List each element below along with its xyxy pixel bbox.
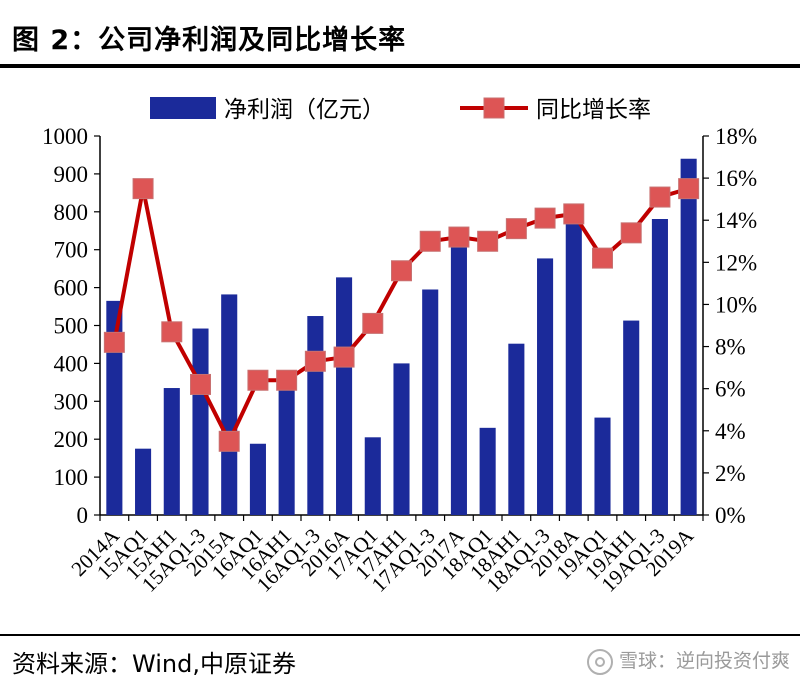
legend-bar-label: 净利润（亿元） — [224, 97, 385, 122]
bar — [364, 437, 381, 515]
bar — [221, 294, 238, 515]
growth-rate-marker — [477, 230, 499, 252]
bar — [565, 223, 582, 515]
growth-rate-marker — [419, 230, 441, 252]
growth-rate-marker — [132, 178, 154, 200]
bar — [680, 158, 697, 516]
left-tick-label: 700 — [54, 238, 89, 263]
snowball-logo-icon — [586, 648, 613, 675]
growth-rate-marker — [448, 226, 470, 248]
right-tick-label: 12% — [715, 250, 757, 275]
growth-rate-marker — [161, 321, 183, 343]
bar — [106, 300, 123, 515]
combo-chart: 0 100 200 300 400 500 600 700 800 900 1000 0% 2% 4% 6%… — [42, 97, 757, 597]
figure-title: 图 2：公司净利润及同比增长率 — [12, 25, 407, 56]
bar — [393, 363, 410, 515]
bar — [336, 277, 353, 515]
bar — [479, 427, 496, 515]
legend-bar-swatch — [150, 97, 216, 119]
growth-rate-marker — [620, 222, 642, 244]
watermark: 雪球：逆向投资付爽 — [586, 646, 790, 675]
growth-rate-marker — [391, 260, 412, 282]
left-tick-label: 1000 — [42, 124, 88, 149]
bar — [135, 448, 152, 515]
right-tick-label: 14% — [715, 208, 757, 233]
growth-rate-marker — [678, 178, 700, 200]
bar — [307, 316, 324, 515]
bar — [623, 320, 640, 515]
growth-rate-marker — [190, 373, 211, 395]
bottom-rule — [0, 634, 800, 636]
source-note: 资料来源：Wind,中原证券 — [12, 650, 296, 678]
bar — [192, 328, 209, 515]
growth-rate-marker — [304, 350, 326, 372]
growth-rate-marker — [103, 331, 125, 353]
right-tick-label: 10% — [715, 292, 757, 317]
growth-rate-marker — [247, 369, 269, 391]
growth-rate-marker — [534, 207, 556, 229]
bar — [249, 443, 266, 515]
growth-rate-marker — [592, 247, 613, 269]
right-tick-label: 6% — [715, 377, 746, 402]
growth-rate-marker — [218, 430, 240, 452]
left-tick-label: 100 — [54, 465, 89, 490]
legend-line-marker — [483, 97, 505, 119]
left-tick-label: 300 — [54, 389, 89, 414]
left-tick-label: 800 — [54, 200, 89, 225]
bar — [651, 219, 668, 515]
watermark-text: 雪球：逆向投资付爽 — [618, 650, 790, 672]
right-tick-label: 2% — [715, 461, 746, 486]
bar — [278, 379, 295, 515]
bar — [422, 289, 439, 515]
legend-line-label: 同比增长率 — [536, 97, 651, 122]
top-rule — [0, 64, 800, 68]
growth-rate-marker — [649, 186, 671, 208]
left-tick-label: 400 — [54, 351, 89, 376]
left-tick-label: 200 — [54, 427, 89, 452]
bar — [450, 247, 467, 515]
bar — [594, 417, 611, 515]
left-tick-label: 600 — [54, 276, 89, 301]
left-tick-label: 900 — [54, 162, 89, 187]
right-tick-label: 4% — [715, 419, 746, 444]
bar — [508, 343, 525, 515]
left-tick-label: 0 — [77, 503, 89, 528]
growth-rate-marker — [505, 218, 527, 240]
bar — [163, 388, 180, 515]
right-tick-label: 16% — [715, 166, 757, 191]
right-tick-label: 0% — [715, 503, 746, 528]
growth-rate-marker — [563, 203, 585, 225]
bar — [537, 258, 554, 515]
left-tick-label: 500 — [54, 314, 89, 339]
growth-rate-marker — [333, 346, 355, 368]
right-tick-label: 8% — [715, 335, 746, 360]
growth-rate-marker — [276, 369, 298, 391]
growth-rate-marker — [362, 312, 384, 334]
right-tick-label: 18% — [715, 124, 757, 149]
